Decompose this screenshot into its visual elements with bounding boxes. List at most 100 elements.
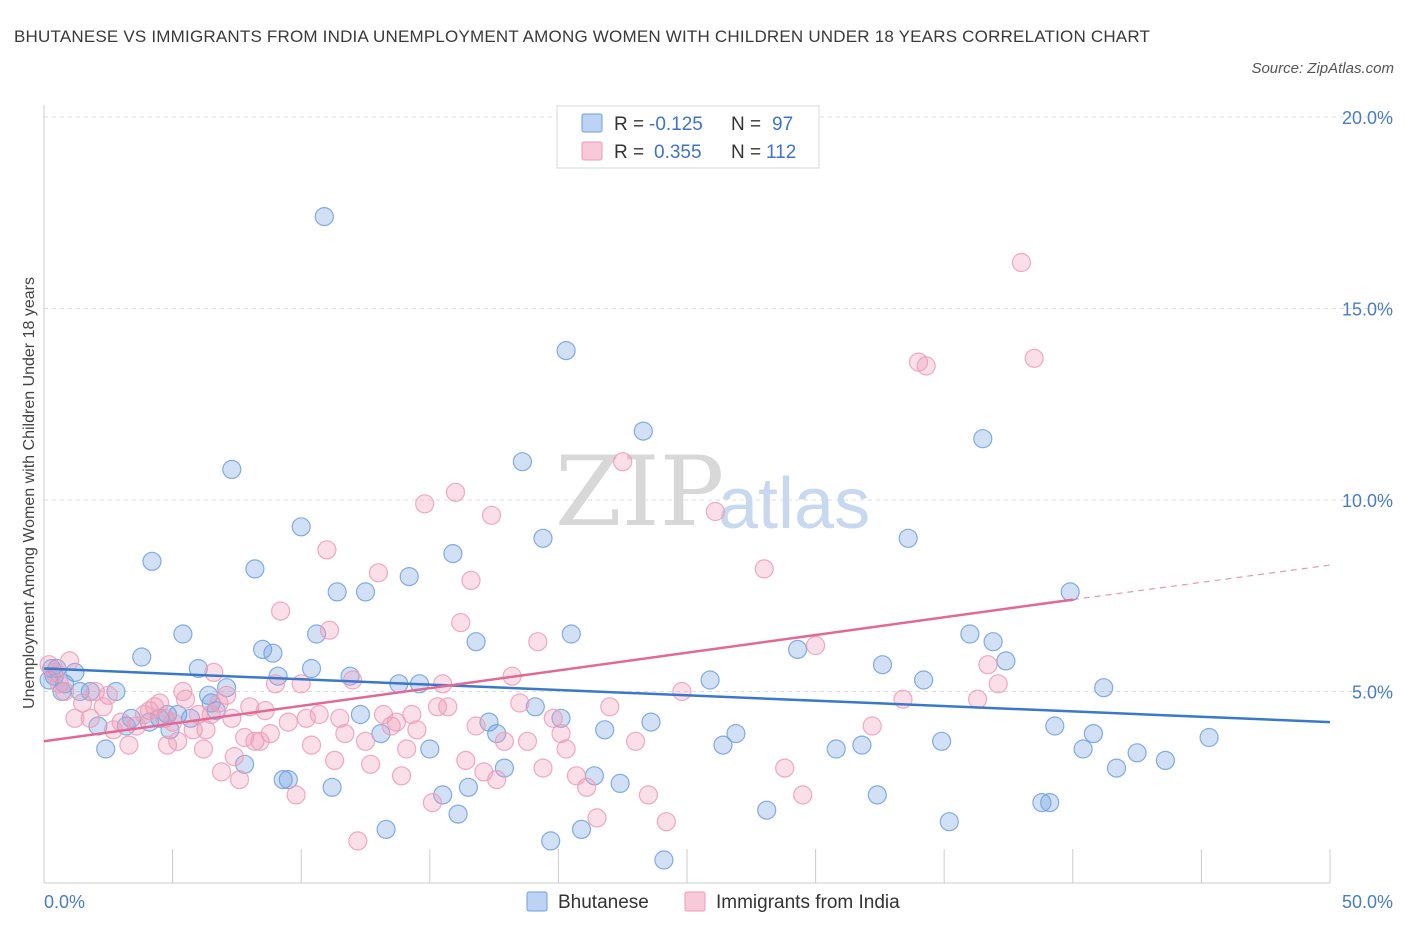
y-tick-label-3: 20.0%: [1342, 108, 1393, 128]
india-point-7: [80, 708, 100, 728]
india-point-88: [551, 723, 571, 744]
india-point-89: [556, 739, 576, 759]
bhutanese-point-44: [355, 582, 376, 602]
india-point-112: [1024, 348, 1044, 368]
india-point-18: [150, 693, 170, 713]
india-point-75: [456, 750, 476, 771]
bhutanese-point-79: [852, 735, 872, 755]
bhutanese-point-98: [1127, 743, 1147, 763]
bhutanese-point-97: [1106, 758, 1127, 778]
bhutanese-point-75: [726, 723, 746, 744]
bhutanese-point-46: [376, 819, 396, 840]
india-point-107: [916, 356, 936, 376]
india-point-87: [543, 708, 563, 728]
bhutanese-point-55: [466, 632, 486, 652]
india-point-42: [260, 723, 280, 744]
india-point-101: [775, 758, 795, 778]
legend-r-value-india: 0.355: [654, 142, 702, 163]
bhutanese-point-37: [301, 658, 322, 679]
india-point-57: [348, 831, 368, 851]
bhutanese-point-31: [253, 639, 273, 660]
bhutanese-point-45: [371, 723, 391, 744]
india-point-44: [271, 601, 291, 621]
india-point-94: [613, 452, 633, 472]
india-trend-extension: [1072, 564, 1331, 601]
india-point-27: [193, 739, 214, 759]
india-point-59: [361, 754, 381, 774]
bhutanese-point-100: [1199, 727, 1219, 748]
india-point-58: [355, 731, 376, 751]
bhutanese-point-21: [173, 624, 193, 644]
india-point-54: [330, 708, 350, 728]
bhutanese-point-94: [1073, 739, 1093, 759]
bhutanese-point-85: [939, 812, 959, 832]
india-point-46: [286, 785, 306, 805]
india-point-33: [217, 685, 237, 705]
bhutanese-point-87: [973, 429, 993, 449]
bhutanese-point-80: [867, 785, 887, 805]
bhutanese-point-48: [399, 566, 419, 587]
india-point-97: [656, 812, 677, 832]
bhutanese-point-34: [273, 769, 293, 790]
legend-n-label-bhutanese: N =: [731, 114, 761, 135]
bhutanese-point-96: [1094, 678, 1114, 698]
bhutanese-point-50: [420, 739, 440, 759]
legend-swatch-bhutanese: [581, 113, 603, 133]
bhutanese-point-7: [70, 681, 90, 702]
bhutanese-point-10: [96, 739, 116, 759]
legend-r-label-bhutanese: R =: [614, 114, 644, 135]
bhutanese-point-66: [571, 819, 592, 840]
india-point-85: [528, 632, 548, 652]
india-point-52: [319, 620, 340, 640]
india-point-28: [196, 720, 216, 740]
bhutanese-trend-line: [43, 667, 1331, 724]
y-axis-label: Unemployment Among Women with Children U…: [21, 277, 38, 709]
bhutanese-point-91: [1040, 792, 1060, 813]
bhutanese-point-63: [551, 708, 571, 728]
legend-n-label-india: N =: [731, 142, 761, 163]
india-point-3: [54, 681, 75, 702]
india-point-92: [587, 808, 607, 828]
bhutanese-point-6: [65, 662, 85, 683]
x-tick-label-right: 50.0%: [1342, 892, 1393, 912]
bhutanese-point-68: [595, 720, 615, 740]
bhutanese-point-57: [487, 723, 507, 744]
india-trend-line: [43, 598, 1073, 743]
india-point-91: [577, 777, 597, 797]
bhutanese-point-99: [1155, 750, 1176, 771]
bhutanese-point-83: [913, 670, 934, 690]
india-point-111: [1011, 252, 1032, 273]
india-point-39: [245, 731, 265, 751]
bhutanese-point-76: [757, 800, 777, 820]
india-point-96: [638, 785, 659, 805]
bhutanese-point-61: [533, 528, 553, 548]
watermark-zip: ZIP: [555, 436, 724, 548]
india-point-103: [805, 635, 826, 656]
india-point-100: [754, 559, 774, 579]
india-point-81: [494, 731, 514, 751]
legend-r-label-india: R =: [614, 142, 644, 163]
india-point-6: [72, 693, 93, 713]
axes: [43, 105, 1331, 884]
bottom-legend-label-india: Immigrants from India: [716, 892, 900, 913]
bhutanese-point-65: [561, 624, 581, 644]
india-point-64: [391, 766, 412, 786]
series-legend: Bhutanese Immigrants from India: [526, 891, 900, 913]
india-point-20: [157, 735, 178, 755]
bhutanese-point-72: [654, 850, 674, 870]
india-point-40: [250, 731, 270, 751]
india-point-45: [278, 712, 298, 732]
india-point-65: [397, 739, 417, 759]
india-point-35: [224, 746, 244, 767]
trend-lines: [43, 564, 1331, 743]
bottom-legend-swatch-india: [684, 891, 706, 912]
bhutanese-point-40: [322, 777, 342, 797]
bhutanese-point-74: [713, 735, 733, 755]
bhutanese-point-41: [327, 582, 347, 602]
bhutanese-point-59: [512, 452, 533, 472]
india-point-49: [301, 735, 322, 755]
india-point-76: [461, 570, 481, 591]
india-point-83: [510, 693, 530, 713]
legend-swatch-india: [581, 141, 603, 161]
